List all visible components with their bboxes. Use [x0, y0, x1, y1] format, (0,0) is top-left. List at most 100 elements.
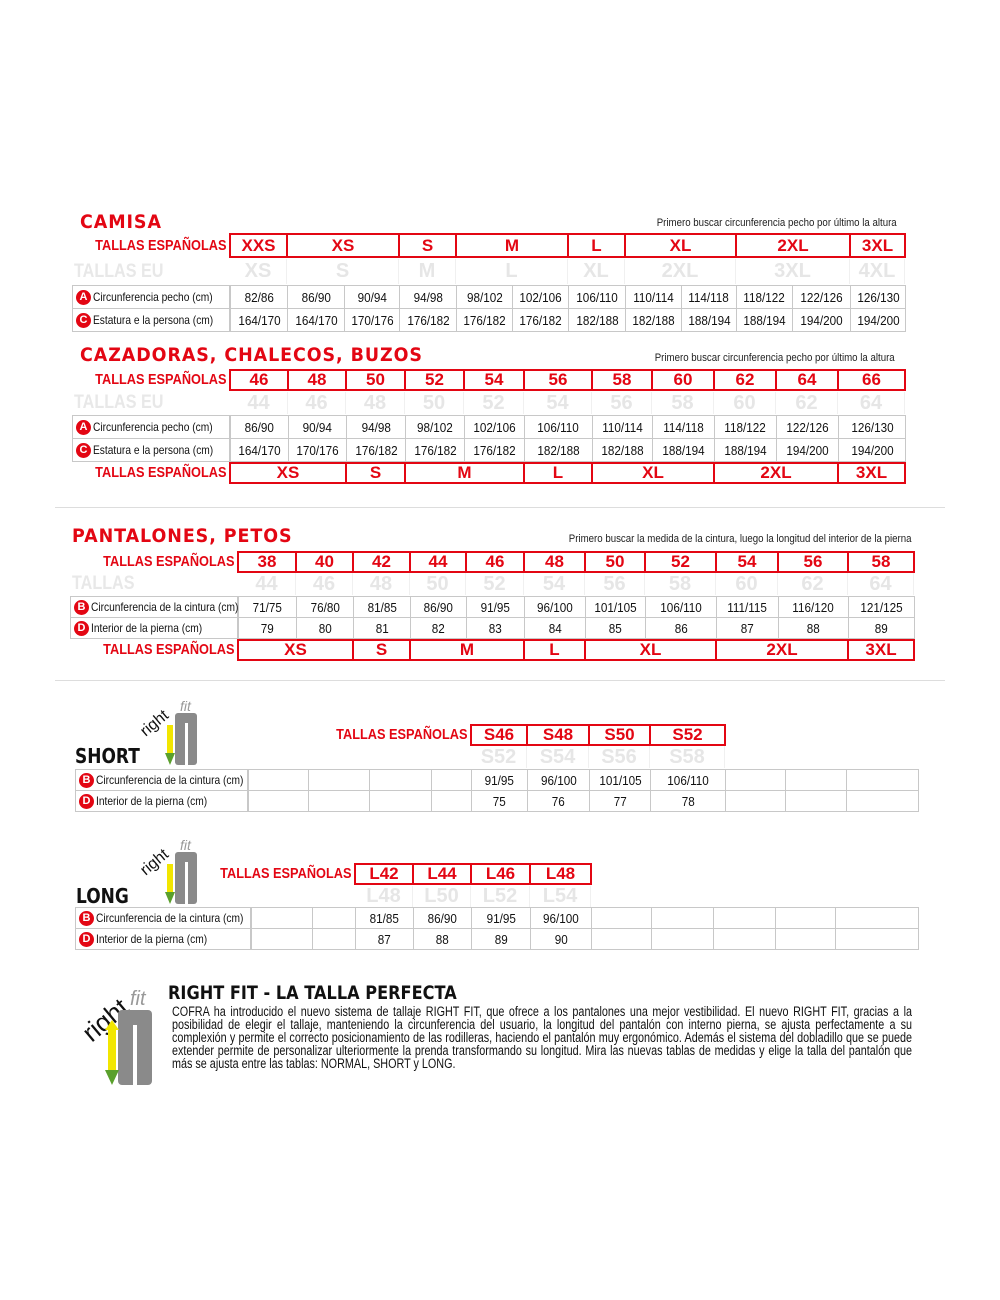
cell-value: 86/90	[423, 599, 454, 615]
cell-value: 96/100	[537, 599, 573, 615]
table-cell	[251, 928, 313, 950]
cell-value: 194/200	[850, 442, 894, 458]
cell-value: 126/130	[856, 289, 900, 305]
row-label: C Estatura e la persona (cm)	[72, 308, 230, 332]
badge-d-icon: D	[79, 931, 94, 947]
cell-value: 91/95	[480, 599, 511, 615]
table-cell: 106/110	[524, 415, 593, 439]
spanish-letter-size: 2XL	[713, 462, 839, 484]
short-title: SHORT	[75, 744, 140, 768]
cell-value: 90/94	[357, 289, 387, 305]
cell-value: 182/188	[537, 442, 580, 458]
row-label-text: Interior de la pierna (cm)	[96, 794, 208, 808]
table-cell: 96/100	[530, 907, 592, 929]
table-cell: 75	[471, 790, 528, 812]
spanish-letter-size: 2XL	[715, 639, 849, 661]
cell-value: 98/102	[417, 419, 453, 435]
table-cell: 182/188	[568, 308, 626, 332]
spanish-size: 38	[237, 551, 297, 573]
spanish-size: 58	[591, 369, 653, 391]
table-cell: 194/200	[850, 308, 906, 332]
table-cell: 111/115	[716, 596, 779, 618]
cell-value: 88	[806, 620, 821, 636]
spanish-size: 62	[713, 369, 777, 391]
rightfit-logo: right fit	[76, 985, 168, 1090]
cell-value: 89	[494, 931, 508, 947]
table-cell	[369, 769, 432, 791]
rightfit-logo: right fit	[137, 836, 210, 906]
cell-value: 122/126	[800, 289, 843, 305]
cell-value: 101/105	[594, 599, 637, 615]
table-cell	[785, 769, 847, 791]
table-cell: 118/122	[714, 415, 777, 439]
spanish-letter-size: S	[352, 639, 411, 661]
spanish-size: 54	[715, 551, 779, 573]
eu-size: 2XL	[625, 259, 736, 284]
table-cell: 102/106	[512, 285, 569, 309]
table-cell: 83	[466, 617, 525, 639]
table-cell: 176/182	[405, 438, 465, 462]
rightfit-title: RIGHT FIT - LA TALLA PERFECTA	[168, 982, 457, 1004]
cell-value: 91/95	[484, 772, 515, 788]
table-cell	[251, 907, 313, 929]
table-cell: 176/182	[346, 438, 406, 462]
cell-value: 164/170	[238, 442, 281, 458]
table-cell: 89	[848, 617, 915, 639]
cell-value: 122/126	[786, 419, 829, 435]
cell-value: 80	[318, 620, 332, 636]
table-cell: 81	[353, 617, 411, 639]
row-label-text: Estatura e la persona (cm)	[93, 443, 214, 457]
table-cell	[369, 790, 432, 812]
row-label-text: Circunferencia de la cintura (cm)	[91, 600, 239, 614]
cell-value: 87	[377, 931, 392, 947]
spanish-size: L42	[354, 863, 414, 885]
table-cell: 102/106	[464, 415, 525, 439]
table-cell: 164/170	[287, 308, 345, 332]
eu-size: S56	[589, 746, 650, 768]
cell-value: 188/194	[662, 442, 705, 458]
cell-value: 114/118	[688, 289, 730, 305]
table-cell: 78	[650, 790, 726, 812]
cell-value: 81/85	[369, 910, 400, 926]
spanish-size: 58	[847, 551, 915, 573]
tallas-eu-label: TALLAS	[72, 573, 135, 594]
spanish-size: 52	[404, 369, 465, 391]
table-cell	[248, 790, 309, 812]
table-cell: 98/102	[456, 285, 513, 309]
table-cell: 188/194	[652, 438, 715, 462]
spanish-size: 3XL	[849, 233, 906, 258]
table-cell: 96/100	[527, 769, 590, 791]
table-cell: 84	[524, 617, 586, 639]
table-cell: 101/105	[589, 769, 651, 791]
table-cell: 170/176	[288, 438, 347, 462]
tallas-espanolas-label: TALLAS ESPAÑOLAS	[219, 865, 351, 882]
table-cell	[775, 928, 836, 950]
cell-value: 176/182	[354, 442, 398, 458]
spanish-size: 52	[644, 551, 717, 573]
table-cell: 101/105	[585, 596, 646, 618]
spanish-size: 54	[463, 369, 525, 391]
table-cell: 118/122	[736, 285, 793, 309]
table-cell: 82	[410, 617, 467, 639]
table-cell: 114/118	[681, 285, 737, 309]
eu-size: 54	[524, 392, 592, 414]
badge-a-icon: A	[76, 419, 91, 435]
table-cell: 164/170	[230, 308, 288, 332]
badge-d-icon: D	[79, 793, 94, 809]
cell-value: 176/182	[413, 442, 457, 458]
row-label: B Circunferencia de la cintura (cm)	[75, 907, 251, 929]
table-cell	[591, 907, 652, 929]
cell-value: 90	[554, 931, 568, 947]
row-label: B Circunferencia de la cintura (cm)	[70, 596, 238, 618]
eu-size: 60	[716, 573, 778, 595]
badge-b-icon: B	[74, 599, 89, 615]
cell-value: 81/85	[367, 599, 397, 615]
spanish-size: 64	[775, 369, 839, 391]
cell-value: 82	[431, 620, 446, 636]
divider	[55, 680, 945, 681]
eu-size: 44	[230, 392, 288, 414]
cell-value: 126/130	[850, 419, 894, 435]
table-cell	[775, 907, 836, 929]
cell-value: 121/125	[860, 599, 903, 615]
table-cell: 114/118	[652, 415, 715, 439]
